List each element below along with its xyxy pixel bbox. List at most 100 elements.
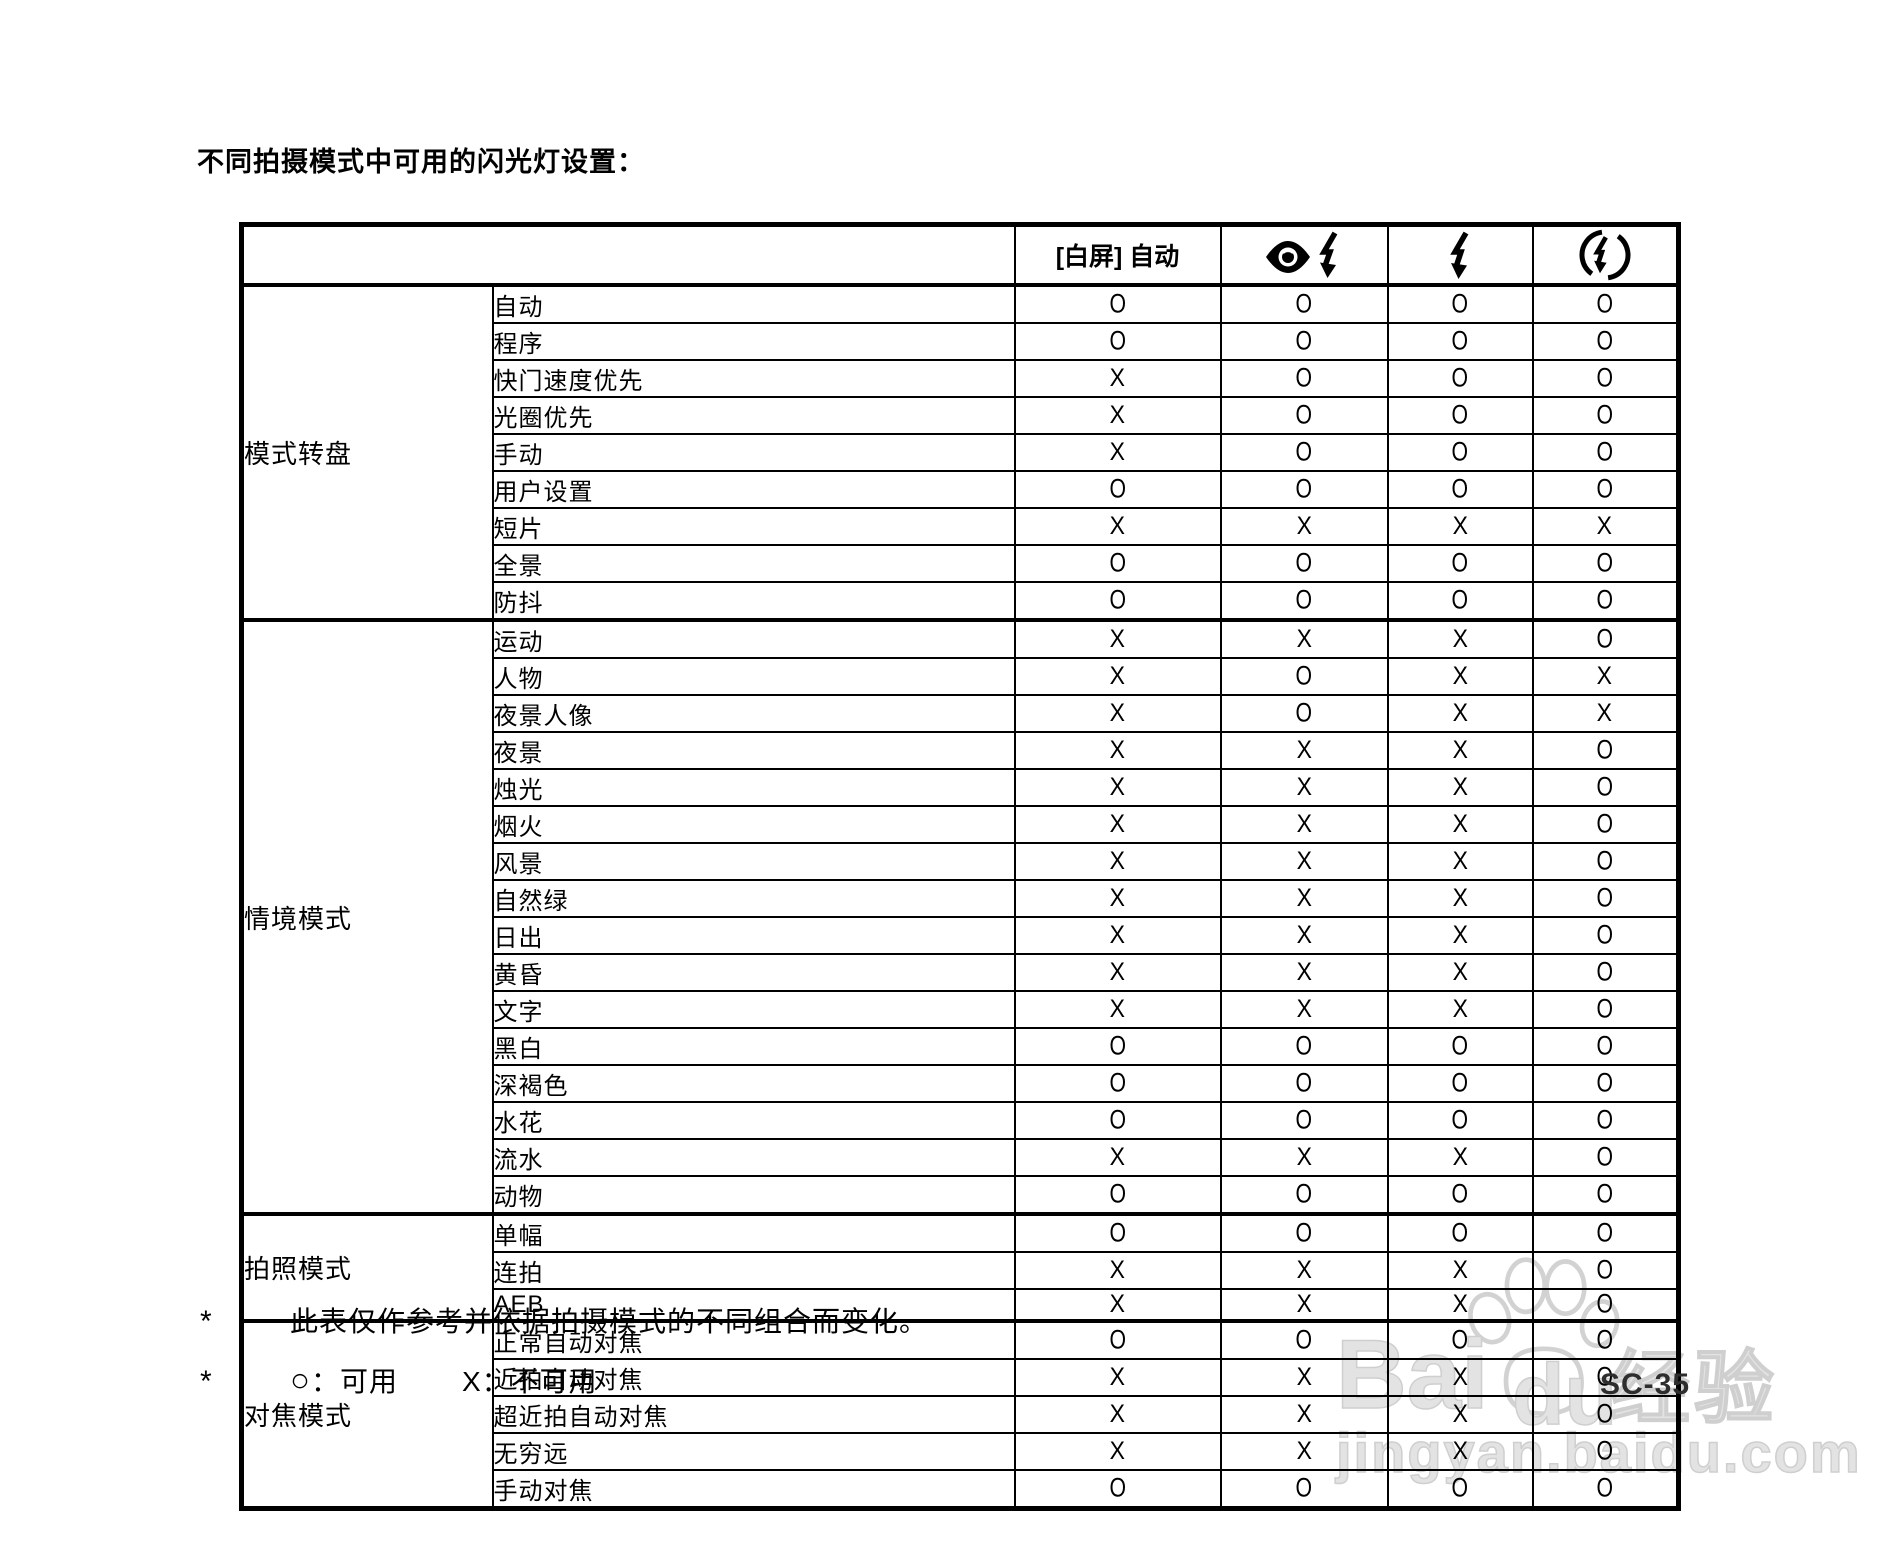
value-unavailable: X	[1219, 842, 1389, 881]
value-available: O	[1531, 842, 1680, 881]
value-unavailable: X	[1013, 618, 1222, 659]
value-available: O	[1386, 1101, 1534, 1140]
value-available: O	[1219, 283, 1389, 324]
value-unavailable: X	[1013, 1288, 1222, 1322]
value-available: O	[1531, 1288, 1680, 1322]
footnote-marker: *	[200, 1305, 213, 1338]
value-available: O	[1219, 359, 1389, 398]
value-available: O	[1386, 1469, 1534, 1510]
value-unavailable: X	[1386, 805, 1534, 844]
value-available: O	[1531, 618, 1680, 659]
value-unavailable: X	[1013, 433, 1222, 472]
header-auto-flash: [白屏] 自动	[1013, 223, 1222, 286]
value-available: O	[1386, 396, 1534, 435]
value-unavailable: X	[1386, 1251, 1534, 1290]
table-row: 水花 O O O O	[242, 1101, 1680, 1140]
value-available: O	[1531, 322, 1680, 361]
value-unavailable: X	[1386, 1358, 1534, 1397]
value-unavailable: X	[1219, 1395, 1389, 1434]
red-eye-flash-icon	[1266, 231, 1338, 278]
value-available: O	[1386, 283, 1534, 324]
table-row: 日出 X X X O	[242, 916, 1680, 955]
value-available: O	[1013, 283, 1222, 324]
mode-cell: 黄昏	[491, 953, 1016, 992]
mode-cell: 单幅	[491, 1212, 1016, 1253]
value-unavailable: X	[1013, 990, 1222, 1029]
value-available: O	[1531, 1395, 1680, 1434]
value-unavailable: X	[1386, 879, 1534, 918]
mode-cell: 人物	[491, 657, 1016, 696]
value-available: O	[1531, 1212, 1680, 1253]
value-available: O	[1219, 657, 1389, 696]
value-available: O	[1386, 322, 1534, 361]
value-unavailable: X	[1386, 990, 1534, 1029]
value-available: O	[1531, 953, 1680, 992]
value-available: O	[1531, 1469, 1680, 1510]
table-row: 情境模式 运动 X X X O	[240, 618, 1680, 1215]
value-available: O	[1219, 322, 1389, 361]
value-available: O	[1531, 1064, 1680, 1103]
value-unavailable: X	[1219, 731, 1389, 770]
value-available: O	[1219, 1212, 1389, 1253]
value-available: O	[1219, 1101, 1389, 1140]
table-row: 模式转盘 自动 O O O O	[240, 283, 1680, 621]
table-row: 防抖 O O O O	[242, 581, 1680, 621]
value-unavailable: X	[1013, 359, 1222, 398]
value-unavailable: X	[1013, 916, 1222, 955]
table-row: 夜景人像 X O X X	[242, 694, 1680, 733]
value-available: O	[1013, 581, 1222, 621]
value-available: O	[1531, 359, 1680, 398]
value-unavailable: X	[1013, 1395, 1222, 1434]
header-corner-cell	[240, 223, 1016, 286]
legend-available-text: ：可用	[310, 1366, 398, 1397]
footnote-marker: *	[200, 1365, 213, 1398]
value-available: O	[1531, 544, 1680, 583]
mode-cell: 水花	[491, 1101, 1016, 1140]
value-available: O	[1531, 1432, 1680, 1471]
table-row: 程序 O O O O	[242, 322, 1680, 361]
mode-cell: 夜景人像	[491, 694, 1016, 733]
value-available: O	[1531, 1251, 1680, 1290]
value-available: O	[1219, 1175, 1389, 1215]
footnote-legend: * ○ ：可用 X ：不可用	[200, 1360, 598, 1400]
value-available: O	[1013, 1101, 1222, 1140]
legend-available-symbol: ○	[290, 1361, 311, 1398]
table-row: 连拍 X X X O	[242, 1251, 1680, 1290]
flash-off-icon	[1579, 229, 1631, 281]
mode-cell: 无穷远	[491, 1432, 1016, 1471]
value-available: O	[1386, 470, 1534, 509]
table-row: 风景 X X X O	[242, 842, 1680, 881]
table-row: 流水 X X X O	[242, 1138, 1680, 1177]
header-flash-on	[1386, 223, 1534, 286]
value-available: O	[1013, 1064, 1222, 1103]
mode-cell: 连拍	[491, 1251, 1016, 1290]
value-unavailable: X	[1531, 657, 1680, 696]
value-unavailable: X	[1219, 768, 1389, 807]
value-available: O	[1531, 470, 1680, 509]
value-unavailable: X	[1386, 1395, 1534, 1434]
value-unavailable: X	[1013, 1358, 1222, 1397]
header-red-eye	[1219, 223, 1389, 286]
table-row: 短片 X X X X	[242, 507, 1680, 546]
value-available: O	[1531, 1319, 1680, 1360]
mode-cell: 自动	[491, 283, 1016, 324]
mode-cell: 近拍自动对焦	[491, 1358, 1016, 1397]
table-row: 光圈优先 X O O O	[242, 396, 1680, 435]
value-unavailable: X	[1219, 1138, 1389, 1177]
value-available: O	[1013, 470, 1222, 509]
table-row: 手动 X O O O	[242, 433, 1680, 472]
value-unavailable: X	[1219, 1358, 1389, 1397]
mode-cell: 动物	[491, 1175, 1016, 1215]
table-row: 烛光 X X X O	[242, 768, 1680, 807]
value-available: O	[1386, 1212, 1534, 1253]
value-unavailable: X	[1386, 1288, 1534, 1322]
value-unavailable: X	[1219, 1432, 1389, 1471]
value-unavailable: X	[1386, 842, 1534, 881]
value-unavailable: X	[1013, 842, 1222, 881]
value-available: O	[1531, 1101, 1680, 1140]
flash-table-body: 模式转盘 自动 O O O O 程序 O O O O 快门速度优先 X O O O 光圈优先 X O O O 手动 X O O O…	[240, 283, 1680, 1510]
table-row: 黄昏 X X X O	[242, 953, 1680, 992]
mode-cell: 手动	[491, 433, 1016, 472]
value-available: O	[1219, 470, 1389, 509]
value-available: O	[1013, 544, 1222, 583]
